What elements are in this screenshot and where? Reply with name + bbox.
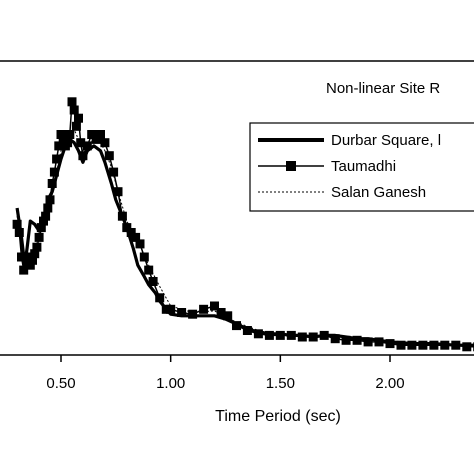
series-point-1 [74,113,83,123]
x-tick-label: 0.50 [46,375,75,392]
series-point-1 [104,151,114,161]
series-point-1 [223,311,233,321]
series-point-1 [30,249,40,259]
series-point-1 [155,293,165,303]
x-tick-label: 2.00 [375,375,404,392]
series-layer [12,97,474,352]
series-point-1 [407,340,417,350]
legend-box [249,122,474,212]
series-point-1 [242,326,252,335]
series-point-1 [166,304,176,314]
series-point-1 [126,228,136,237]
series-point-1 [49,167,59,177]
series-point-1 [12,219,22,229]
legend-label-durbar: Durbar Square, l [331,132,441,149]
series-point-1 [429,340,439,350]
series-point-1 [148,277,158,286]
legend-item-salan: Salan Ganesh [258,184,426,201]
x-tick-label: 1.50 [266,375,295,392]
series-point-1 [39,216,48,226]
series-point-1 [67,97,77,107]
series-point-1 [341,335,351,345]
legend-label-taumadhi: Taumadhi [331,158,396,175]
series-point-1 [45,195,55,205]
series-point-1 [440,340,450,350]
series-point-1 [319,330,329,340]
series-point-1 [177,308,187,317]
series-point-1 [43,203,53,213]
series-point-1 [47,179,57,188]
series-point-1 [34,232,44,242]
chart-title: Non-linear Site R [326,80,440,97]
series-point-1 [109,167,119,177]
legend: Durbar Square, l Taumadhi Salan Ganesh [249,122,474,212]
series-point-1 [117,211,127,221]
series-point-1 [385,339,395,349]
series-point-1 [63,138,73,148]
series-point-1 [65,130,75,139]
legend-item-taumadhi: Taumadhi [258,158,396,175]
series-point-1 [54,141,64,151]
legend-marker-taumadhi [286,161,296,171]
series-point-1 [330,334,340,344]
series-point-1 [286,330,296,340]
series-point-1 [363,337,373,347]
series-point-1 [216,308,226,317]
series-point-1 [96,130,105,139]
series-line-2 [16,129,474,346]
series-point-1 [56,130,66,139]
series-point-1 [135,239,145,249]
series-point-1 [76,138,86,148]
series-point-1 [78,151,88,161]
series-point-1 [36,223,46,233]
series-point-1 [210,301,219,311]
series-point-1 [396,340,406,350]
series-point-1 [144,265,154,275]
series-point-1 [87,130,97,139]
series-point-1 [374,337,384,347]
series-point-1 [32,242,42,252]
series-point-1 [122,223,132,233]
x-axis-title: Time Period (sec) [215,408,341,425]
x-ticks-layer: 0.50 1.00 1.50 2.00 [46,355,405,392]
series-point-1 [71,121,81,131]
x-tick-label: 1.00 [156,375,185,392]
series-point-1 [188,309,198,319]
legend-item-durbar: Durbar Square, l [258,132,441,149]
series-point-1 [462,342,472,352]
series-point-1 [418,340,428,350]
series-point-1 [28,255,37,265]
series-point-1 [308,332,318,342]
series-point-1 [253,329,263,339]
series-point-1 [199,304,209,314]
series-point-1 [139,252,149,262]
series-point-1 [352,335,362,345]
series-point-1 [451,340,461,350]
series-point-1 [52,154,62,164]
series-point-1 [82,141,92,151]
series-point-1 [100,138,110,148]
series-point-1 [264,330,274,340]
series-point-1 [69,105,79,115]
legend-label-salan: Salan Ganesh [331,184,426,201]
series-point-1 [91,134,101,144]
series-point-1 [25,260,35,270]
series-point-1 [41,211,51,221]
series-point-1 [232,321,241,331]
series-point-1 [19,265,29,275]
series-point-1 [14,228,24,237]
series-point-1 [275,330,285,340]
